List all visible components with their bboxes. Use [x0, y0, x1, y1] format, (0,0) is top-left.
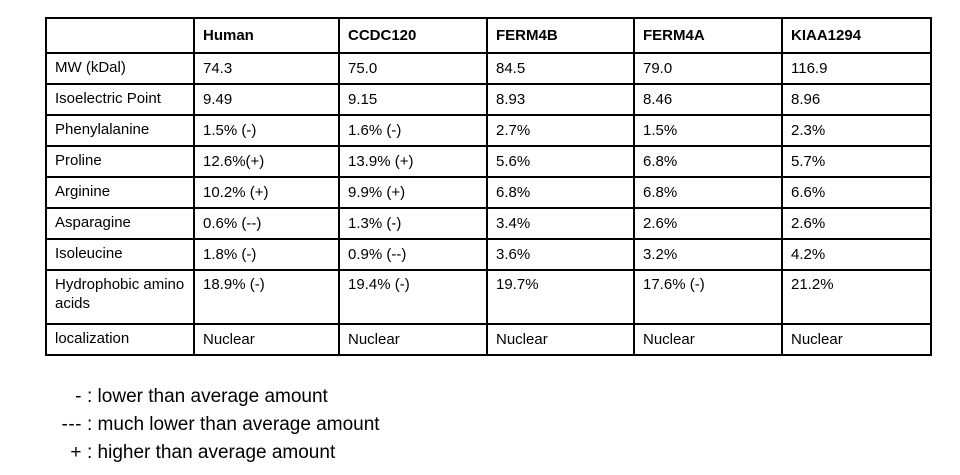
- legend-symbol-plus: +: [70, 442, 82, 463]
- table-cell: 2.6%: [781, 207, 932, 240]
- table-cell: 84.5: [486, 52, 635, 85]
- table-cell: 0.9% (--): [338, 238, 488, 271]
- table-row-hydrophobic-amino-acids: Hydrophobic amino acids 18.9% (-) 19.4% …: [45, 269, 932, 325]
- row-label: Hydrophobic amino acids: [45, 269, 195, 325]
- column-header-ferm4b: FERM4B: [486, 17, 635, 54]
- table-cell: 19.7%: [486, 269, 635, 325]
- table-cell: 21.2%: [781, 269, 932, 325]
- row-label: localization: [45, 323, 195, 356]
- table-cell: Nuclear: [338, 323, 488, 356]
- table-row-proline: Proline 12.6%(+) 13.9% (+) 5.6% 6.8% 5.7…: [45, 145, 932, 178]
- table-cell: 2.3%: [781, 114, 932, 147]
- row-label: Isoelectric Point: [45, 83, 195, 116]
- legend-item-higher: + : higher than average amount: [36, 439, 380, 467]
- table-cell: Nuclear: [781, 323, 932, 356]
- table-cell: 18.9% (-): [193, 269, 340, 325]
- legend-symbol-minus: -: [75, 386, 82, 407]
- column-header-kiaa1294: KIAA1294: [781, 17, 932, 54]
- table-cell: Nuclear: [633, 323, 783, 356]
- table-cell: 5.7%: [781, 145, 932, 178]
- column-header-ferm4a: FERM4A: [633, 17, 783, 54]
- table-cell: 3.2%: [633, 238, 783, 271]
- table-cell: 8.96: [781, 83, 932, 116]
- legend-text: : higher than average amount: [87, 442, 336, 463]
- table-row-asparagine: Asparagine 0.6% (--) 1.3% (-) 3.4% 2.6% …: [45, 207, 932, 240]
- table-cell: 6.6%: [781, 176, 932, 209]
- table-row-isoleucine: Isoleucine 1.8% (-) 0.9% (--) 3.6% 3.2% …: [45, 238, 932, 271]
- protein-comparison-table: Human CCDC120 FERM4B FERM4A KIAA1294 MW …: [45, 17, 932, 356]
- table-cell: 79.0: [633, 52, 783, 85]
- legend-text: : lower than average amount: [87, 386, 328, 407]
- table-cell: 1.3% (-): [338, 207, 488, 240]
- table-cell: 75.0: [338, 52, 488, 85]
- table-row-phenylalanine: Phenylalanine 1.5% (-) 1.6% (-) 2.7% 1.5…: [45, 114, 932, 147]
- table-cell: 13.9% (+): [338, 145, 488, 178]
- table-header-row: Human CCDC120 FERM4B FERM4A KIAA1294: [45, 17, 932, 54]
- table-row-mw: MW (kDal) 74.3 75.0 84.5 79.0 116.9: [45, 52, 932, 85]
- table-cell: 1.6% (-): [338, 114, 488, 147]
- table-cell: 8.46: [633, 83, 783, 116]
- table-cell: 1.5%: [633, 114, 783, 147]
- row-label: Asparagine: [45, 207, 195, 240]
- column-header-empty: [45, 17, 195, 54]
- table-cell: Nuclear: [193, 323, 340, 356]
- table-cell: 12.6%(+): [193, 145, 340, 178]
- table-cell: 2.6%: [633, 207, 783, 240]
- table-cell: 116.9: [781, 52, 932, 85]
- legend-symbol-triple-minus: ---: [61, 414, 82, 435]
- table-cell: 10.2% (+): [193, 176, 340, 209]
- row-label: Isoleucine: [45, 238, 195, 271]
- table-cell: 6.8%: [633, 145, 783, 178]
- table-row-isoelectric-point: Isoelectric Point 9.49 9.15 8.93 8.46 8.…: [45, 83, 932, 116]
- table-cell: 8.93: [486, 83, 635, 116]
- table-cell: 3.4%: [486, 207, 635, 240]
- table-cell: 19.4% (-): [338, 269, 488, 325]
- row-label: Phenylalanine: [45, 114, 195, 147]
- table-cell: Nuclear: [486, 323, 635, 356]
- column-header-human: Human: [193, 17, 340, 54]
- table-cell: 74.3: [193, 52, 340, 85]
- table-cell: 4.2%: [781, 238, 932, 271]
- column-header-ccdc120: CCDC120: [338, 17, 488, 54]
- table-cell: 9.15: [338, 83, 488, 116]
- row-label: MW (kDal): [45, 52, 195, 85]
- legend: - : lower than average amount --- : much…: [36, 383, 380, 467]
- table-cell: 6.8%: [486, 176, 635, 209]
- table-cell: 0.6% (--): [193, 207, 340, 240]
- table-cell: 9.49: [193, 83, 340, 116]
- legend-item-much-lower: --- : much lower than average amount: [36, 411, 380, 439]
- table-row-localization: localization Nuclear Nuclear Nuclear Nuc…: [45, 323, 932, 356]
- table-cell: 5.6%: [486, 145, 635, 178]
- table-cell: 17.6% (-): [633, 269, 783, 325]
- table-cell: 3.6%: [486, 238, 635, 271]
- legend-text: : much lower than average amount: [87, 414, 380, 435]
- row-label: Proline: [45, 145, 195, 178]
- table-row-arginine: Arginine 10.2% (+) 9.9% (+) 6.8% 6.8% 6.…: [45, 176, 932, 209]
- table-cell: 9.9% (+): [338, 176, 488, 209]
- row-label: Arginine: [45, 176, 195, 209]
- table-cell: 1.8% (-): [193, 238, 340, 271]
- legend-item-lower: - : lower than average amount: [36, 383, 380, 411]
- table-cell: 1.5% (-): [193, 114, 340, 147]
- table-cell: 6.8%: [633, 176, 783, 209]
- table-cell: 2.7%: [486, 114, 635, 147]
